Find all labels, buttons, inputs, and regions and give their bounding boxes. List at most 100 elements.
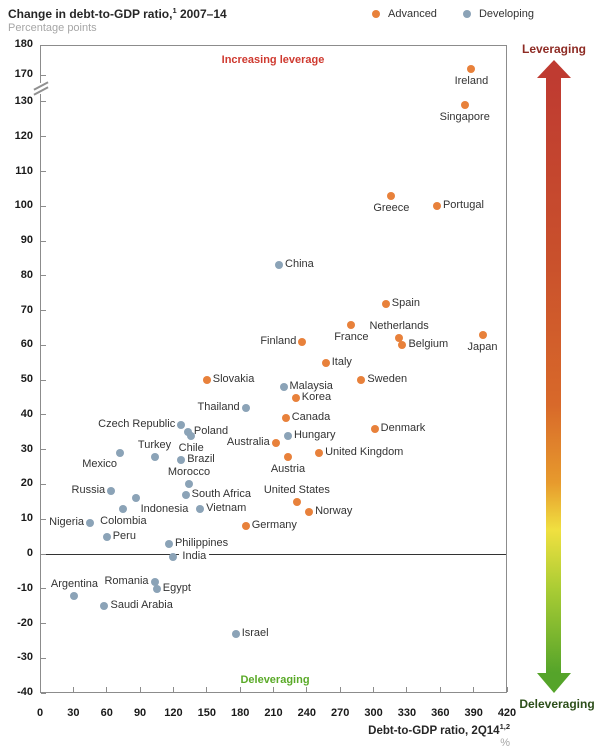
data-point-netherlands [395, 334, 404, 343]
y-tick-label: 10 [20, 512, 33, 525]
y-tick-label: 30 [20, 442, 33, 455]
x-tick-label: 30 [67, 707, 80, 719]
y-tick-label: -20 [17, 616, 33, 629]
y-tick-label: 50 [20, 373, 33, 386]
data-point-india [169, 553, 178, 562]
data-point-brazil [177, 456, 186, 465]
data-point-label: Turkey [137, 438, 172, 451]
y-tick-label: 90 [20, 234, 33, 247]
data-point-czech-republic [177, 421, 186, 430]
data-point-label: Slovakia [212, 373, 255, 386]
legend-label-developing: Developing [478, 8, 534, 20]
y-tick-label: 20 [20, 477, 33, 490]
y-tick-label: 0 [26, 547, 33, 559]
data-point-label: Malaysia [289, 380, 333, 393]
legend-item-advanced: Advanced [372, 8, 437, 20]
data-point-label: South Africa [191, 487, 251, 500]
data-point-label: Ireland [454, 75, 489, 87]
data-point-slovakia [202, 376, 211, 385]
data-point-label: France [334, 330, 369, 343]
y-tick-label: 70 [20, 303, 33, 316]
y-tick-label: -10 [17, 581, 33, 594]
x-tick-label: 330 [397, 707, 417, 719]
data-point-label: Norway [315, 505, 353, 518]
x-tick [339, 687, 341, 692]
x-axis-footnote-marker: 1,2 [499, 722, 510, 731]
data-point-label: Poland [193, 425, 229, 438]
data-point-ireland [467, 65, 476, 73]
data-point-portugal [432, 202, 441, 211]
data-point-label: Peru [112, 529, 136, 542]
y-tick [41, 344, 46, 346]
data-point-label: Morocco [167, 466, 211, 479]
y-tick-label: 60 [20, 338, 33, 351]
x-tick [506, 687, 508, 692]
legend-label-advanced: Advanced [388, 8, 437, 20]
data-point-label: China [285, 258, 314, 271]
x-tick [306, 687, 308, 692]
y-tick-label: 80 [20, 268, 33, 281]
data-point-label: Czech Republic [98, 418, 176, 431]
legend: Advanced Developing [372, 8, 534, 20]
data-point-label: United States [263, 483, 330, 496]
data-point-label: Thailand [197, 400, 240, 413]
x-tick [206, 687, 208, 692]
data-point-morocco [184, 480, 193, 489]
data-point-label: Belgium [408, 338, 449, 351]
data-point-label: Philippines [174, 536, 229, 549]
y-tick-label: 130 [14, 94, 33, 107]
gradient-arrow-shaft [546, 78, 561, 673]
x-tick [273, 687, 274, 692]
y-tick [41, 483, 46, 485]
data-point-label: Austria [270, 462, 306, 475]
y-tick [41, 74, 46, 76]
y-tick [41, 379, 46, 381]
x-tick-label: 180 [230, 707, 250, 719]
deleveraging-annotation-center: Deleveraging [240, 674, 310, 686]
x-tick [439, 687, 441, 692]
data-point-label: Germany [251, 519, 297, 532]
chart-title-footnote-marker: 1 [172, 6, 177, 15]
x-tick [172, 687, 174, 692]
data-point-spain [381, 299, 390, 308]
data-point-label: Netherlands [369, 320, 429, 333]
data-point-label: Italy [331, 355, 352, 368]
y-tick [41, 101, 46, 103]
data-point-label: Sweden [367, 373, 408, 386]
data-point-nigeria [86, 518, 95, 527]
x-tick-label: 360 [431, 707, 450, 719]
data-point-sweden [357, 376, 366, 385]
data-point-label: Colombia [100, 514, 147, 527]
x-tick [373, 687, 375, 692]
y-tick-label: -30 [17, 651, 33, 664]
arrow-down-icon [537, 673, 571, 693]
data-point-label: Canada [291, 411, 331, 424]
x-tick-label: 390 [464, 707, 483, 719]
data-point-turkey [150, 452, 159, 461]
data-point-label: Korea [301, 390, 332, 403]
data-point-russia [107, 487, 116, 496]
data-point-label: India [179, 550, 210, 564]
chart-subtitle: Percentage points [8, 22, 97, 34]
data-point-vietnam [196, 504, 205, 513]
developing-series-dot-icon [462, 10, 471, 18]
y-tick [41, 205, 46, 207]
data-point-label: Nigeria [49, 515, 85, 528]
x-axis-unit: % [500, 737, 510, 749]
y-tick-label: 180 [14, 38, 33, 50]
data-point-label: Portugal [442, 199, 484, 212]
data-point-hungary [283, 431, 292, 440]
data-point-canada [281, 414, 290, 423]
data-point-colombia [119, 504, 128, 513]
x-tick [139, 687, 141, 692]
zero-line [41, 554, 506, 555]
x-tick [39, 687, 41, 692]
x-tick-label: 0 [36, 707, 44, 719]
y-tick [41, 623, 46, 625]
data-point-germany [241, 522, 250, 531]
data-point-greece [387, 191, 396, 200]
x-tick-label: 210 [264, 707, 283, 719]
y-tick [41, 692, 46, 694]
